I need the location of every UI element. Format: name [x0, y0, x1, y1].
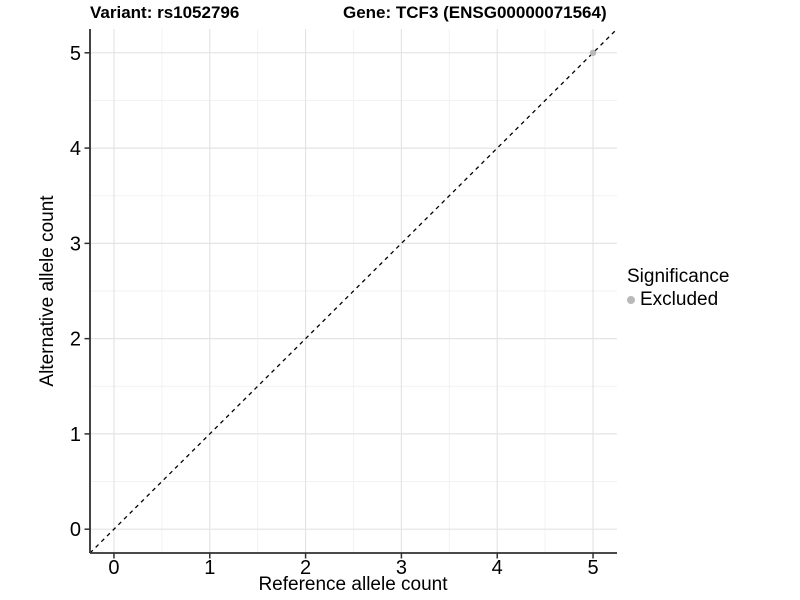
legend-point-icon: [627, 295, 635, 304]
variant-title: Variant: rs1052796: [90, 3, 240, 22]
y-tick-label: 3: [70, 233, 81, 255]
y-tick-label: 2: [70, 329, 81, 351]
y-tick-label: 1: [70, 424, 81, 446]
x-axis-title: Reference allele count: [258, 574, 448, 595]
legend-item-label: Excluded: [640, 289, 719, 310]
x-tick-label: 1: [204, 557, 215, 579]
x-tick-label: 3: [396, 557, 407, 579]
x-tick-label: 5: [587, 557, 598, 579]
gene-title: Gene: TCF3 (ENSG00000071564): [343, 3, 607, 22]
y-tick-label: 0: [70, 519, 81, 541]
legend: Significance Excluded: [627, 266, 729, 310]
y-tick-label: 4: [70, 138, 81, 160]
legend-item-excluded: Excluded: [627, 289, 729, 310]
identity-line: [89, 28, 618, 554]
x-tick-label: 4: [492, 557, 503, 579]
x-tick-label: 2: [300, 557, 311, 579]
data-point: [589, 49, 597, 57]
y-tick-label: 5: [70, 43, 81, 65]
legend-title: Significance: [627, 266, 730, 287]
x-tick-label: 0: [108, 557, 119, 579]
